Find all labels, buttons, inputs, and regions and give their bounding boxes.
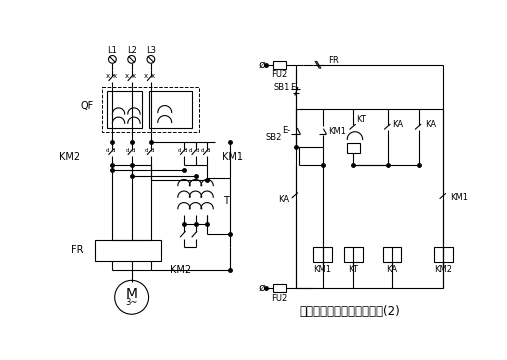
Text: d: d [184, 148, 187, 153]
Bar [273, 284, 286, 292]
Text: KM2: KM2 [434, 265, 452, 274]
Text: ø: ø [259, 283, 265, 293]
Text: KM1: KM1 [450, 193, 467, 202]
Text: d: d [106, 148, 110, 153]
Text: KA: KA [425, 120, 436, 129]
Text: d: d [195, 148, 199, 153]
Text: T: T [224, 196, 229, 206]
Text: d: d [207, 148, 210, 153]
Bar [150, 91, 192, 128]
Text: M: M [126, 287, 137, 301]
Text: KT: KT [356, 115, 366, 124]
Text: x: x [151, 73, 155, 79]
Bar [95, 239, 161, 261]
Text: L2: L2 [127, 46, 136, 55]
Text: KM2: KM2 [169, 265, 191, 275]
Text: E-: E- [282, 126, 290, 135]
Text: FU2: FU2 [271, 70, 287, 79]
Text: KM1: KM1 [328, 127, 346, 136]
Text: L3: L3 [146, 46, 156, 55]
Text: QF: QF [81, 101, 94, 111]
Text: KA: KA [278, 195, 289, 204]
Text: 3~: 3~ [125, 298, 138, 307]
Text: x: x [132, 73, 136, 79]
Text: KM1: KM1 [223, 152, 243, 162]
Text: ø: ø [259, 60, 265, 70]
Bar [383, 247, 401, 262]
Text: KT: KT [348, 265, 358, 274]
Bar [273, 61, 286, 69]
Text: KM2: KM2 [59, 152, 80, 162]
Text: d: d [131, 148, 135, 153]
Text: d: d [177, 148, 181, 153]
Text: x: x [144, 73, 149, 79]
Text: x: x [105, 73, 110, 79]
Text: d: d [151, 148, 154, 153]
Text: x: x [125, 73, 129, 79]
Bar [344, 247, 363, 262]
Text: KM1: KM1 [314, 265, 332, 274]
Text: d: d [144, 148, 148, 153]
Text: FR: FR [71, 244, 84, 255]
Text: d: d [189, 148, 193, 153]
Text: x: x [113, 73, 117, 79]
Text: SB1: SB1 [273, 82, 289, 91]
Text: FR: FR [328, 57, 339, 66]
Text: d: d [112, 148, 116, 153]
Text: KA: KA [386, 265, 397, 274]
Bar [434, 247, 453, 262]
Bar [101, 87, 199, 132]
Text: 自耦變壓器減壓起動制電路(2): 自耦變壓器減壓起動制電路(2) [299, 305, 400, 318]
Text: E-: E- [290, 82, 298, 91]
Bar [107, 91, 141, 128]
Text: SB2: SB2 [265, 132, 282, 141]
Text: d: d [201, 148, 204, 153]
Bar [347, 143, 359, 153]
Bar [313, 247, 332, 262]
Text: FU2: FU2 [271, 293, 287, 302]
Text: KA: KA [392, 120, 403, 129]
Text: d: d [125, 148, 129, 153]
Text: L1: L1 [107, 46, 117, 55]
